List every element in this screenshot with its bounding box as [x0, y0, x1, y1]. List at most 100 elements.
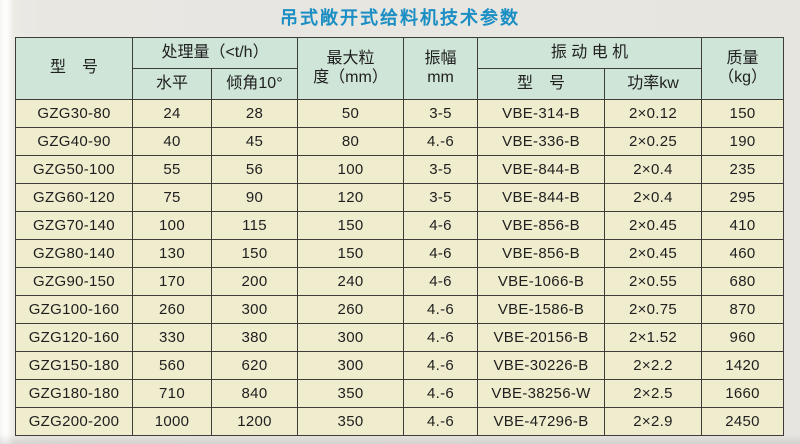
- cell-motor-power: 2×0.75: [604, 295, 703, 324]
- cell-max-particle: 50: [297, 99, 405, 128]
- table-body: GZG30-80 24 28 50 3-5 VBE-314-B 2×0.12 150 GZG40…: [15, 99, 785, 436]
- cell-model: GZG30-80: [15, 99, 133, 128]
- cell-amplitude: 4.-6: [403, 407, 479, 436]
- cell-capacity-horizontal: 1000: [132, 407, 212, 436]
- cell-motor-power: 2×0.45: [604, 211, 703, 240]
- cell-motor-model: VBE-1586-B: [477, 295, 606, 324]
- cell-capacity-horizontal: 100: [132, 211, 212, 240]
- table-row: GZG180-180 710 840 350 4.-6 VBE-38256-W 2×2.5 1…: [15, 379, 785, 408]
- cell-amplitude: 4.-6: [403, 323, 479, 352]
- cell-motor-power: 2×2.9: [604, 407, 703, 436]
- cell-mass: 460: [701, 239, 785, 268]
- table-row: GZG30-80 24 28 50 3-5 VBE-314-B 2×0.12 150: [15, 99, 785, 128]
- cell-capacity-horizontal: 560: [132, 351, 212, 380]
- table-row: GZG60-120 75 90 120 3-5 VBE-844-B 2×0.4 295: [15, 183, 785, 212]
- table-row: GZG90-150 170 200 240 4-6 VBE-1066-B 2×0.55 680: [15, 267, 785, 296]
- cell-mass: 1420: [701, 351, 785, 380]
- table-row: GZG40-90 40 45 80 4.-6 VBE-336-B 2×0.25 190: [15, 127, 785, 156]
- cell-mass: 1660: [701, 379, 785, 408]
- cell-capacity-incline: 840: [210, 379, 299, 408]
- header-capacity-incline: 倾角10°: [210, 68, 299, 100]
- cell-mass: 295: [701, 183, 785, 212]
- cell-capacity-horizontal: 75: [132, 183, 212, 212]
- cell-capacity-horizontal: 40: [132, 127, 212, 156]
- cell-capacity-incline: 45: [210, 127, 299, 156]
- cell-amplitude: 4.-6: [403, 379, 479, 408]
- cell-motor-power: 2×2.2: [604, 351, 703, 380]
- header-motor-model: 型 号: [477, 68, 606, 100]
- cell-model: GZG200-200: [15, 407, 133, 436]
- cell-max-particle: 150: [297, 239, 405, 268]
- cell-motor-model: VBE-856-B: [477, 239, 606, 268]
- header-amplitude-line2: mm: [427, 68, 454, 86]
- cell-motor-model: VBE-856-B: [477, 211, 606, 240]
- scan-edge: [0, 434, 800, 444]
- table-row: GZG70-140 100 115 150 4-6 VBE-856-B 2×0.45 410: [15, 211, 785, 240]
- cell-motor-power: 2×1.52: [604, 323, 703, 352]
- table-row: GZG120-160 330 380 300 4.-6 VBE-20156-B 2×1.52…: [15, 323, 785, 352]
- cell-amplitude: 3-5: [403, 155, 479, 184]
- cell-amplitude: 3-5: [403, 183, 479, 212]
- cell-max-particle: 350: [297, 407, 405, 436]
- header-mass-line2: （kg）: [718, 68, 767, 86]
- cell-max-particle: 120: [297, 183, 405, 212]
- header-model: 型 号: [15, 37, 133, 100]
- cell-motor-power: 2×2.5: [604, 379, 703, 408]
- table-row: GZG200-200 1000 1200 350 4.-6 VBE-47296-B 2×2.…: [15, 407, 785, 436]
- cell-motor-power: 2×0.25: [604, 127, 703, 156]
- cell-capacity-horizontal: 130: [132, 239, 212, 268]
- cell-capacity-incline: 115: [210, 211, 299, 240]
- cell-max-particle: 300: [297, 323, 405, 352]
- cell-motor-model: VBE-30226-B: [477, 351, 606, 380]
- cell-capacity-incline: 1200: [210, 407, 299, 436]
- cell-capacity-incline: 150: [210, 239, 299, 268]
- cell-capacity-incline: 90: [210, 183, 299, 212]
- cell-motor-model: VBE-314-B: [477, 99, 606, 128]
- cell-capacity-incline: 380: [210, 323, 299, 352]
- cell-capacity-incline: 200: [210, 267, 299, 296]
- cell-amplitude: 3-5: [403, 99, 479, 128]
- cell-amplitude: 4.-6: [403, 351, 479, 380]
- cell-max-particle: 240: [297, 267, 405, 296]
- cell-model: GZG50-100: [15, 155, 133, 184]
- cell-capacity-horizontal: 24: [132, 99, 212, 128]
- cell-model: GZG150-180: [15, 351, 133, 380]
- cell-capacity-horizontal: 330: [132, 323, 212, 352]
- cell-max-particle: 350: [297, 379, 405, 408]
- cell-mass: 235: [701, 155, 785, 184]
- cell-motor-power: 2×0.55: [604, 267, 703, 296]
- header-motor-group: 振 动 电 机: [477, 37, 703, 69]
- cell-max-particle: 100: [297, 155, 405, 184]
- cell-capacity-incline: 300: [210, 295, 299, 324]
- header-amplitude-line1: 振幅: [424, 50, 457, 68]
- cell-amplitude: 4.-6: [403, 127, 479, 156]
- cell-motor-power: 2×0.45: [604, 239, 703, 268]
- cell-mass: 410: [701, 211, 785, 240]
- cell-motor-model: VBE-20156-B: [477, 323, 606, 352]
- table-row: GZG150-180 560 620 300 4.-6 VBE-30226-B 2×2.2 1…: [15, 351, 785, 380]
- cell-motor-model: VBE-844-B: [477, 183, 606, 212]
- header-max-particle-line2: 度（mm）: [313, 68, 388, 86]
- cell-amplitude: 4-6: [403, 267, 479, 296]
- cell-capacity-incline: 28: [210, 99, 299, 128]
- cell-amplitude: 4.-6: [403, 295, 479, 324]
- cell-max-particle: 300: [297, 351, 405, 380]
- cell-motor-power: 2×0.12: [604, 99, 703, 128]
- page-title: 吊式敞开式给料机技术参数: [280, 8, 520, 28]
- cell-motor-model: VBE-844-B: [477, 155, 606, 184]
- cell-max-particle: 260: [297, 295, 405, 324]
- cell-mass: 960: [701, 323, 785, 352]
- cell-model: GZG70-140: [15, 211, 133, 240]
- cell-model: GZG80-140: [15, 239, 133, 268]
- cell-amplitude: 4-6: [403, 211, 479, 240]
- cell-max-particle: 80: [297, 127, 405, 156]
- table-row: GZG80-140 130 150 150 4-6 VBE-856-B 2×0.45 460: [15, 239, 785, 268]
- table-row: GZG100-160 260 300 260 4.-6 VBE-1586-B 2×0.75 8…: [15, 295, 785, 324]
- cell-model: GZG60-120: [15, 183, 133, 212]
- cell-model: GZG40-90: [15, 127, 133, 156]
- header-motor-power: 功率kw: [604, 68, 703, 100]
- cell-mass: 680: [701, 267, 785, 296]
- cell-capacity-horizontal: 260: [132, 295, 212, 324]
- header-max-particle: 最大粒 度（mm）: [297, 37, 405, 100]
- table-header: 型 号 处理量（<t/h） 最大粒 度（mm） 振幅 mm 振 动 电 机 质量…: [15, 37, 785, 100]
